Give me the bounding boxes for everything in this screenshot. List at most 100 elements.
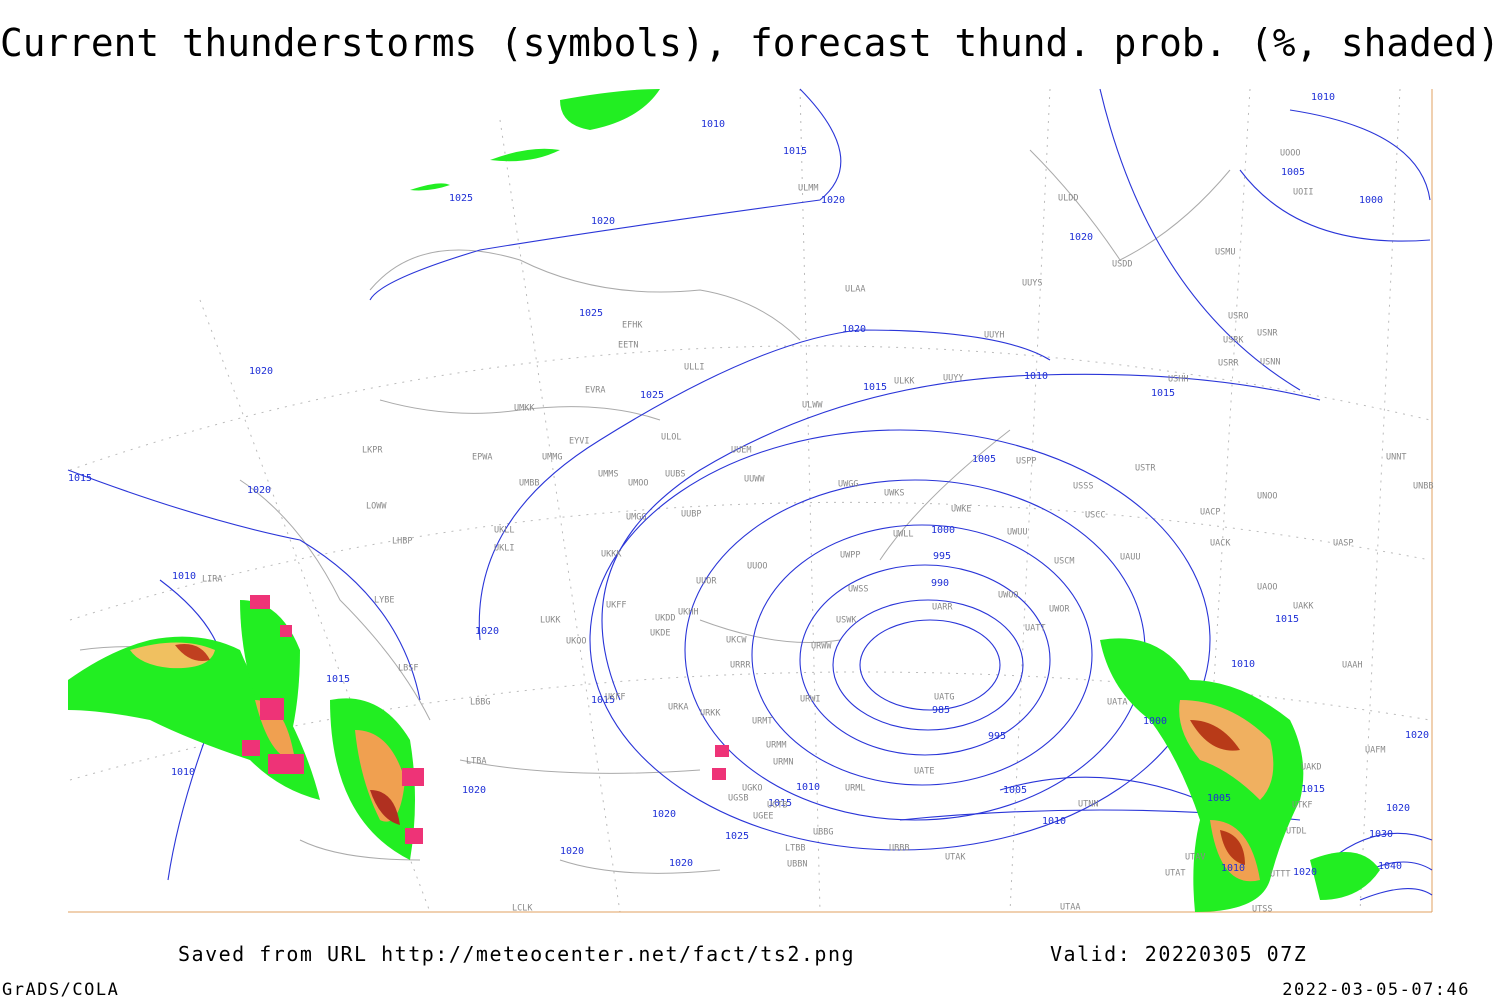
station-label: UTAK: [945, 853, 966, 863]
station-label: UUBP: [681, 510, 701, 520]
station-label: UKLL: [494, 526, 514, 536]
isobar-label: 1020: [247, 485, 271, 496]
isobar-label: 1010: [1024, 371, 1048, 382]
station-label: USTR: [1135, 464, 1156, 474]
station-label: UWLL: [893, 530, 913, 540]
station-label: UMGG: [626, 513, 646, 523]
station-label: UATG: [934, 693, 954, 703]
software: GrADS/COLA: [2, 980, 119, 1000]
isobar-label: 1025: [725, 831, 749, 842]
isobar-label: 1020: [669, 858, 693, 869]
station-label: URWW: [811, 642, 832, 652]
station-label: URWI: [800, 695, 820, 705]
station-label: UKLI: [494, 544, 514, 554]
station-label: LTBB: [785, 844, 805, 854]
station-label: UKFF: [605, 693, 625, 703]
station-label: UNBB: [1413, 482, 1433, 492]
station-label: UWOR: [1049, 605, 1070, 615]
isobar-label: 1030: [1369, 829, 1393, 840]
isobar-label: 1020: [842, 324, 866, 335]
isobar-label: 1020: [462, 785, 486, 796]
source-url: Saved from URL http://meteocenter.net/fa…: [178, 942, 855, 966]
isobar-label: 1010: [1231, 659, 1255, 670]
station-label: LKPR: [362, 446, 383, 456]
station-label: UAUU: [1120, 553, 1140, 563]
isobar-label: 1015: [68, 473, 92, 484]
station-label: UWPP: [840, 551, 860, 561]
station-label: UUOR: [696, 577, 717, 587]
station-label: UWKS: [884, 489, 904, 499]
station-label: URRR: [730, 661, 751, 671]
isobar-label: 1015: [1275, 614, 1299, 625]
station-label: UMMS: [598, 470, 618, 480]
station-label: URKA: [668, 703, 688, 713]
valid-time: Valid: 20220305 07Z: [1050, 942, 1307, 966]
station-label: LBBG: [470, 698, 490, 708]
station-label: LTBA: [466, 757, 486, 767]
station-label: UASP: [1333, 539, 1353, 549]
map-frame: [68, 88, 1433, 913]
station-label: LOWW: [366, 502, 387, 512]
station-label: ULWW: [802, 401, 823, 411]
isobar-label: 1015: [591, 695, 615, 706]
station-label: UWUU: [1007, 528, 1027, 538]
station-label: UUEM: [731, 446, 751, 456]
station-label: USRR: [1218, 359, 1239, 369]
station-label: UBBG: [813, 828, 833, 838]
isobar-label: 1020: [591, 216, 615, 227]
isobar-label: 1015: [1151, 388, 1175, 399]
station-label: UKCW: [726, 636, 747, 646]
station-label: UARR: [932, 603, 953, 613]
station-label: UUBS: [665, 470, 685, 480]
station-label: LYBE: [374, 596, 394, 606]
isobar-label: 1005: [1003, 785, 1027, 796]
station-label: USMU: [1215, 248, 1235, 258]
station-label: USHH: [1168, 375, 1188, 385]
isobar-label: 1010: [171, 767, 195, 778]
station-label: LHBP: [392, 537, 412, 547]
isobar-label: 1040: [1378, 861, 1402, 872]
station-label: UKDD: [655, 614, 675, 624]
station-label: UGSB: [728, 794, 748, 804]
station-label: UAOO: [1257, 583, 1277, 593]
station-label: UGEE: [753, 812, 773, 822]
station-label: UNOO: [1257, 492, 1277, 502]
station-label: ULOL: [661, 433, 681, 443]
station-label: URMN: [773, 758, 793, 768]
isobar-labels: 1010 1015 1025 1020 1020 1025 1020 1020 1015 1010…: [68, 92, 1429, 878]
station-label: UMBB: [519, 479, 539, 489]
station-label: USRO: [1228, 312, 1248, 322]
isobar-label: 1015: [768, 798, 792, 809]
station-label: UATT: [1025, 624, 1045, 634]
station-label: USRK: [1223, 336, 1244, 346]
timestamp: 2022-03-05-07:46: [1282, 980, 1470, 1000]
isobar-label: 985: [932, 705, 950, 716]
station-label: LUKK: [540, 616, 561, 626]
station-label: UTNN: [1078, 800, 1098, 810]
isobar-label: 1020: [1293, 867, 1317, 878]
thunderstorm-symbols: [242, 595, 729, 844]
station-label: USCC: [1085, 511, 1105, 521]
station-label: UKFF: [606, 601, 626, 611]
station-label: UTSS: [1252, 905, 1272, 915]
station-label: UNNT: [1386, 453, 1406, 463]
isobar-label: 1025: [640, 390, 664, 401]
station-label: UOII: [1293, 188, 1313, 198]
station-label: EYVI: [569, 437, 589, 447]
station-label: UTAA: [1060, 903, 1080, 913]
station-label: UUYH: [984, 331, 1004, 341]
isobar-label: 1000: [1143, 716, 1167, 727]
station-label: UGKO: [742, 784, 762, 794]
station-label: UGTB: [767, 801, 787, 811]
isobar-label: 1020: [1069, 232, 1093, 243]
station-label: UAKD: [1301, 763, 1321, 773]
station-label: UAAH: [1342, 661, 1362, 671]
isobar-label: 1010: [1042, 816, 1066, 827]
isobar-label: 1000: [1359, 195, 1383, 206]
isobar-label: 990: [931, 578, 949, 589]
station-label: UMOO: [628, 479, 648, 489]
isobar-label: 1020: [560, 846, 584, 857]
station-labels: ULMM EFHK EETN ULLI EVRA UMKK EYVI ULOL EPWA UMMG…: [202, 149, 1433, 915]
title: Current thunderstorms (symbols), forecas…: [0, 21, 1500, 65]
station-label: UWGG: [838, 480, 858, 490]
